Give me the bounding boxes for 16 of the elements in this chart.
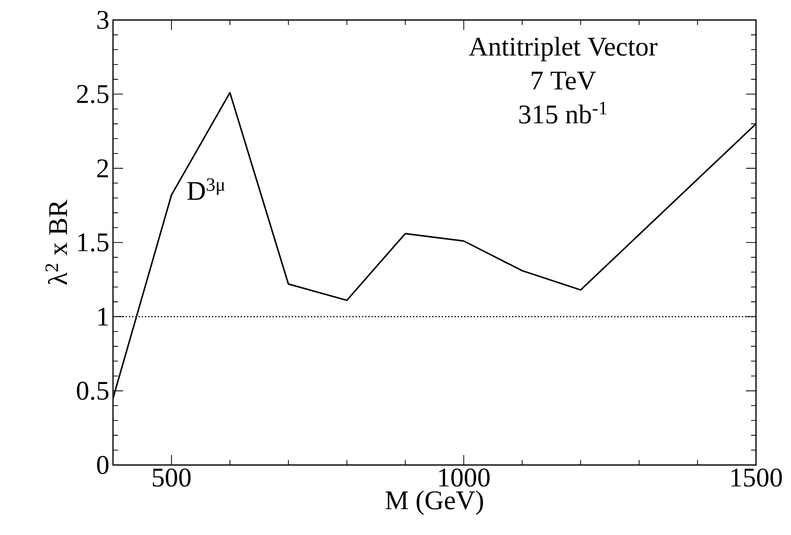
y-axis-title: λ$^{2}$ x BR (45, 200, 68, 285)
y-tick-label: 0 (97, 456, 108, 474)
annotation: D$^{3μ}$ (187, 178, 225, 200)
y-tick-label: 1 (98, 308, 108, 326)
y-tick-label: 0.5 (76, 382, 108, 400)
annotation: Antitriplet Vector (468, 36, 658, 62)
x-tick-label: 500 (152, 468, 191, 487)
x-tick-label: 1000 (439, 468, 490, 487)
annotation: 315 nb$^{-1}$ (519, 102, 607, 124)
x-tick-label: 1500 (731, 468, 782, 487)
annotation: 7 TeV (532, 72, 596, 90)
y-tick-label: 2 (97, 159, 108, 178)
x-axis-title: M (GeV) (386, 490, 483, 515)
y-tick-label: 3 (97, 10, 108, 30)
y-tick-label: 2.5 (77, 85, 108, 104)
y-tick-label: 1.5 (78, 233, 108, 252)
